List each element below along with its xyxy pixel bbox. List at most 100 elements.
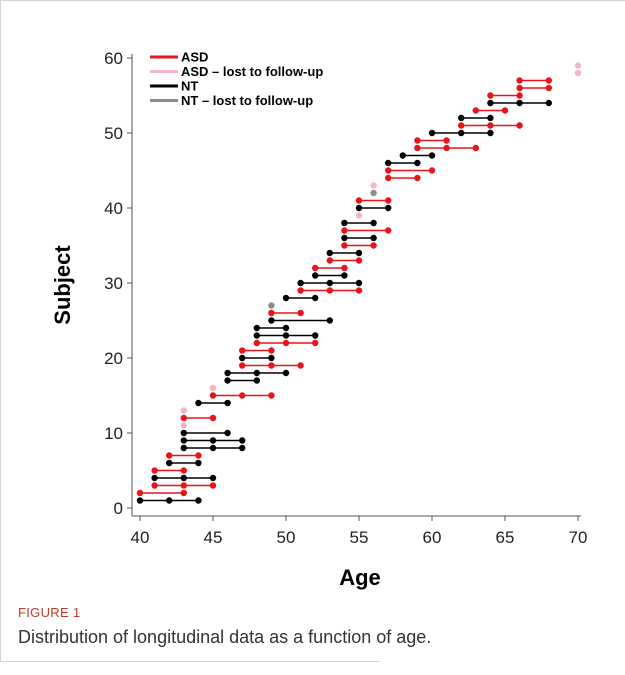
subject-point [180, 444, 187, 452]
subject-point [151, 474, 158, 482]
subject-55-series [487, 92, 523, 99]
y-axis-label: Subject [50, 245, 75, 325]
subject-point [209, 444, 217, 452]
subject-point [458, 129, 465, 137]
y-tick-label: 10 [104, 424, 123, 443]
subject-point [370, 189, 377, 197]
subject-point [180, 467, 187, 474]
subject-54-series [487, 99, 552, 107]
subject-point [501, 107, 509, 114]
subject-point [209, 384, 217, 392]
x-tick-label: 40 [131, 528, 150, 547]
subject-34-series [326, 249, 363, 257]
subject-point [516, 122, 523, 129]
subject-14-series [195, 399, 231, 407]
subject-point [385, 174, 392, 182]
legend-item: NT – lost to follow-up [150, 93, 313, 108]
legend-item: ASD – lost to follow-up [150, 64, 323, 79]
subject-point [458, 114, 465, 122]
subject-point [268, 302, 275, 309]
subject-38-series [341, 219, 377, 227]
subject-point [239, 437, 246, 444]
subject-point [355, 212, 363, 219]
subject-point [370, 242, 377, 249]
subject-point [253, 332, 260, 339]
subject-7-series [166, 452, 202, 459]
subject-point [370, 219, 377, 227]
subject-point [282, 332, 290, 339]
subject-point [487, 99, 494, 107]
subject-1-series [136, 497, 202, 504]
subject-point [282, 294, 290, 302]
frame-top-border [0, 0, 625, 1]
subject-point [151, 482, 158, 489]
legend-item: NT [150, 79, 198, 94]
subject-point [224, 429, 231, 437]
subject-point [355, 287, 363, 294]
subject-27-series [268, 302, 275, 309]
subject-point [385, 159, 392, 167]
subject-37-series [341, 227, 392, 234]
subject-point [516, 84, 523, 92]
subject-36-series [341, 234, 377, 242]
subject-point [326, 257, 333, 264]
subject-point [195, 399, 202, 407]
subject-point [414, 137, 421, 144]
subject-point [472, 144, 479, 152]
subject-53-series [472, 107, 509, 114]
chart-marks [136, 62, 582, 504]
subject-point [180, 407, 187, 414]
subject-point [239, 362, 246, 369]
subject-23-series [253, 332, 319, 339]
subject-2-series [136, 489, 187, 497]
subject-point [195, 452, 202, 459]
subject-19-series [239, 362, 304, 369]
subject-22-series [253, 339, 319, 347]
subject-point [326, 317, 333, 324]
y-tick-label: 60 [104, 49, 123, 68]
subject-point [385, 204, 392, 212]
subject-point [268, 362, 275, 369]
subject-point [385, 167, 392, 174]
subject-point [151, 467, 158, 474]
subject-point [209, 414, 217, 422]
subject-43-series [370, 182, 377, 189]
subject-point [312, 332, 319, 339]
subject-31-series [312, 272, 348, 279]
subject-point [166, 497, 173, 504]
subject-point [443, 137, 450, 144]
subject-point [472, 107, 479, 114]
subject-point [209, 392, 217, 399]
subject-point [487, 92, 494, 99]
subject-point [136, 489, 144, 497]
subject-point [414, 144, 421, 152]
subject-point [224, 377, 231, 384]
subject-point [341, 227, 348, 234]
subject-56-series [516, 84, 552, 92]
subject-point [180, 489, 187, 497]
subject-point [209, 474, 217, 482]
subject-44-series [385, 174, 421, 182]
subject-15-series [209, 392, 275, 399]
subject-35-series [341, 242, 377, 249]
subject-point [341, 272, 348, 279]
x-tick-label: 45 [204, 528, 223, 547]
subject-point [428, 167, 436, 174]
subject-point [209, 437, 217, 444]
subject-point [297, 279, 304, 287]
y-tick-label: 20 [104, 349, 123, 368]
subject-point [487, 129, 494, 137]
x-tick-label: 55 [350, 528, 369, 547]
subject-point [312, 294, 319, 302]
subject-point [224, 369, 231, 377]
y-tick-label: 0 [114, 499, 123, 518]
subject-point [239, 392, 246, 399]
subject-point [516, 77, 523, 84]
subject-point [458, 122, 465, 129]
y-tick-label: 50 [104, 124, 123, 143]
subject-point [180, 482, 187, 489]
subject-point [297, 309, 304, 317]
subject-point [282, 369, 290, 377]
